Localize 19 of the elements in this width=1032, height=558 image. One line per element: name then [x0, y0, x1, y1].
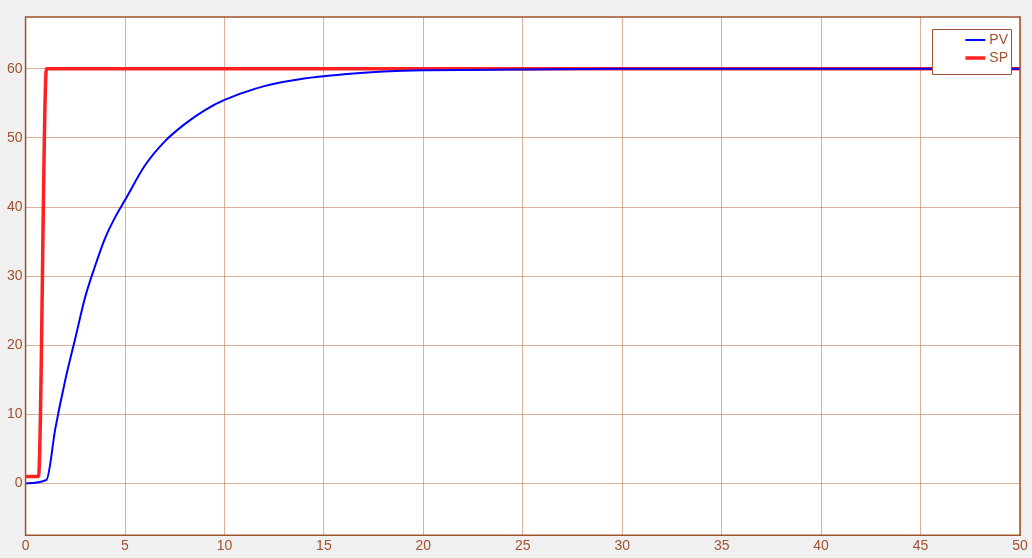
y-tick-label: 30	[6, 266, 23, 283]
x-tick-label: 50	[1012, 537, 1028, 554]
x-tick-label: 15	[316, 537, 332, 554]
x-tick-label: 25	[515, 537, 531, 554]
x-tick-label: 30	[614, 537, 631, 554]
y-tick-label: 40	[6, 197, 23, 214]
x-tick-label: 5	[121, 537, 130, 554]
y-tick-label: 20	[6, 336, 23, 353]
x-tick-label: 20	[415, 537, 432, 554]
x-tick-label: 40	[813, 537, 830, 554]
legend-label: SP	[989, 48, 1009, 65]
y-tick-label: 50	[6, 128, 23, 145]
x-tick-label: 35	[713, 537, 730, 554]
x-tick-label: 10	[216, 537, 233, 554]
y-tick-label: 60	[6, 59, 23, 76]
y-tick-label: 10	[6, 405, 23, 422]
y-tick-label: 0	[14, 474, 23, 491]
x-tick-label: 45	[912, 537, 929, 554]
legend-label: PV	[989, 30, 1009, 47]
